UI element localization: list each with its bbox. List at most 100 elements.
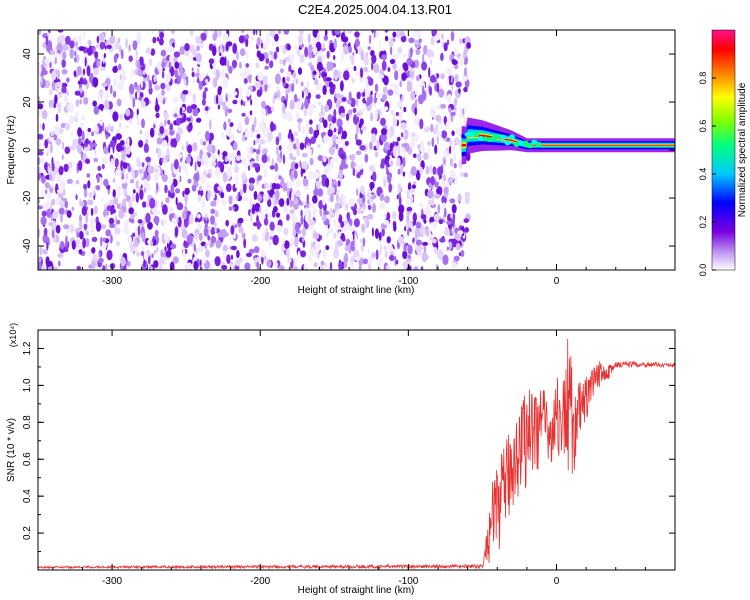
noise-speckle <box>283 30 290 35</box>
noise-speckle <box>137 168 144 174</box>
noise-speckle <box>82 30 86 40</box>
noise-speckle <box>116 219 121 225</box>
noise-speckle <box>447 177 454 184</box>
noise-speckle <box>196 68 200 73</box>
noise-speckle <box>163 232 169 241</box>
noise-speckle <box>182 210 187 220</box>
noise-speckle <box>164 184 168 194</box>
noise-speckle <box>112 178 116 183</box>
noise-speckle <box>231 245 237 251</box>
noise-speckle <box>463 115 466 127</box>
noise-speckle <box>82 153 86 164</box>
signal-blob <box>522 140 529 146</box>
noise-speckle <box>263 126 269 138</box>
noise-speckle <box>118 63 122 71</box>
noise-speckle <box>369 112 374 122</box>
noise-speckle <box>325 163 331 175</box>
noise-speckle <box>425 165 430 175</box>
noise-speckle <box>435 114 442 122</box>
noise-speckle <box>203 227 209 237</box>
noise-speckle <box>424 205 431 217</box>
noise-speckle <box>328 227 334 234</box>
noise-speckle <box>449 139 453 145</box>
noise-speckle <box>355 139 362 146</box>
noise-speckle <box>177 153 183 159</box>
noise-speckle <box>239 257 244 262</box>
noise-speckle <box>299 142 305 150</box>
noise-speckle <box>454 137 461 145</box>
noise-speckle <box>354 243 358 248</box>
noise-speckle <box>164 246 167 252</box>
x-tick-label: -100 <box>398 576 418 587</box>
noise-speckle <box>445 121 450 130</box>
noise-speckle <box>354 31 360 38</box>
noise-speckle <box>308 210 312 222</box>
noise-speckle <box>61 154 64 160</box>
noise-speckle <box>109 35 116 45</box>
noise-speckle <box>42 122 45 131</box>
noise-speckle <box>352 167 356 177</box>
noise-speckle <box>371 30 374 33</box>
noise-speckle <box>145 156 152 163</box>
noise-speckle <box>442 254 449 266</box>
noise-speckle <box>161 265 165 270</box>
noise-speckle <box>239 61 242 69</box>
noise-speckle <box>439 237 446 243</box>
noise-speckle <box>436 130 442 137</box>
noise-speckle <box>466 42 471 49</box>
noise-speckle <box>431 30 438 36</box>
noise-speckle <box>449 198 456 204</box>
noise-speckle <box>222 250 227 259</box>
noise-speckle <box>115 133 122 140</box>
noise-speckle <box>344 223 351 231</box>
noise-speckle <box>280 177 285 188</box>
noise-speckle <box>396 259 399 265</box>
noise-speckle <box>192 142 198 152</box>
noise-speckle <box>413 266 419 270</box>
noise-speckle <box>236 155 241 162</box>
noise-speckle <box>278 145 282 151</box>
noise-speckle <box>454 176 458 185</box>
noise-speckle <box>406 84 413 93</box>
noise-speckle <box>217 104 221 110</box>
noise-speckle <box>50 130 55 137</box>
noise-speckle <box>169 123 174 132</box>
noise-speckle <box>154 103 160 113</box>
noise-speckle <box>103 146 109 155</box>
noise-speckle <box>379 202 386 210</box>
noise-speckle <box>365 51 368 58</box>
noise-speckle <box>176 117 181 126</box>
y-tick-label: 1.2 <box>22 341 33 355</box>
noise-speckle <box>403 132 406 137</box>
noise-speckle <box>62 51 67 60</box>
noise-speckle <box>284 56 291 63</box>
noise-speckle <box>88 264 93 269</box>
noise-speckle <box>241 112 246 117</box>
noise-speckle <box>407 228 410 237</box>
noise-speckle <box>317 188 324 197</box>
noise-speckle <box>50 50 56 56</box>
noise-speckle <box>327 186 331 196</box>
noise-speckle <box>219 162 225 173</box>
noise-speckle <box>108 217 115 225</box>
noise-speckle <box>292 72 297 79</box>
noise-speckle <box>196 117 202 123</box>
noise-speckle <box>226 254 231 264</box>
noise-speckle <box>457 230 464 235</box>
noise-speckle <box>200 174 207 184</box>
noise-speckle <box>309 157 314 166</box>
noise-speckle <box>99 66 106 71</box>
noise-speckle <box>101 82 108 88</box>
noise-speckle <box>41 154 44 166</box>
noise-speckle <box>411 226 415 235</box>
noise-speckle <box>352 107 357 114</box>
noise-speckle <box>289 237 295 247</box>
noise-speckle <box>112 66 118 73</box>
noise-speckle <box>204 78 209 84</box>
noise-speckle <box>199 246 202 252</box>
noise-speckle <box>207 235 211 241</box>
noise-speckle <box>430 123 434 133</box>
noise-speckle <box>69 40 75 49</box>
noise-speckle <box>209 242 213 248</box>
noise-speckle <box>415 75 420 82</box>
